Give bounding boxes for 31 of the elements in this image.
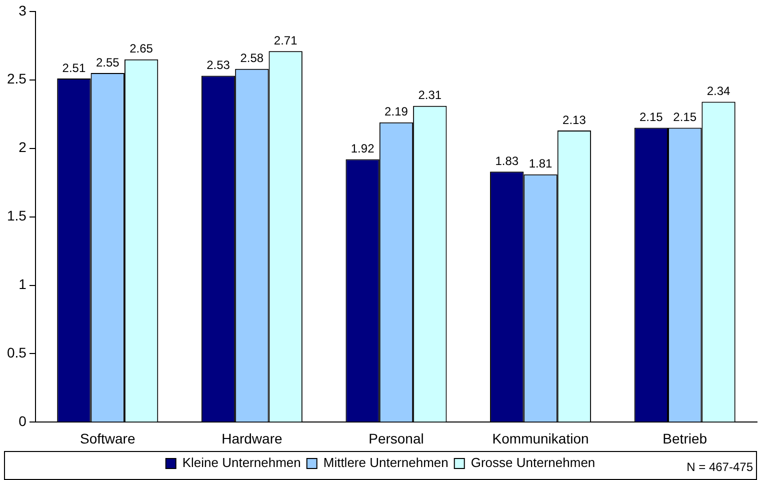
data-label: 2.71 [274,33,298,48]
data-label: 2.58 [240,51,264,66]
x-tick-label: Software [80,430,136,446]
data-label: 2.55 [96,55,120,70]
data-label: 1.92 [350,142,375,156]
text: N = 467-475 [686,460,753,474]
y-tick-label: 2 [18,139,27,156]
y-tick-label: 1 [18,276,27,292]
data-label: 2.34 [706,84,731,98]
x-tick-label: Betrieb [662,430,708,446]
data-label: 2.13 [562,112,586,127]
x-tick-label: Personal [368,430,424,446]
y-tick-label: 0 [18,413,27,430]
legend-label: Kleine Unternehmen [182,455,301,470]
data-label: 1.83 [495,154,519,168]
data-label: 2.19 [384,104,408,119]
data-label: 1.81 [528,156,553,171]
data-label: 2.65 [130,42,154,56]
data-label: 2.15 [673,110,697,124]
x-tick-label: Kommunikation [492,430,589,446]
data-label: 2.15 [639,110,664,124]
y-tick-label: 3 [18,2,27,18]
legend-label: Mittlere Unternehmen [323,455,448,470]
x-tick-label: Hardware [222,430,282,446]
data-label: 2.31 [418,88,442,102]
y-tick-label: 2.5 [6,70,27,87]
data-label: 2.53 [206,58,230,72]
y-tick-label: 0.5 [6,344,27,361]
data-label: 2.51 [62,60,86,75]
y-tick-label: 1.5 [6,208,27,224]
legend-label: Grosse Unternehmen [470,455,596,470]
